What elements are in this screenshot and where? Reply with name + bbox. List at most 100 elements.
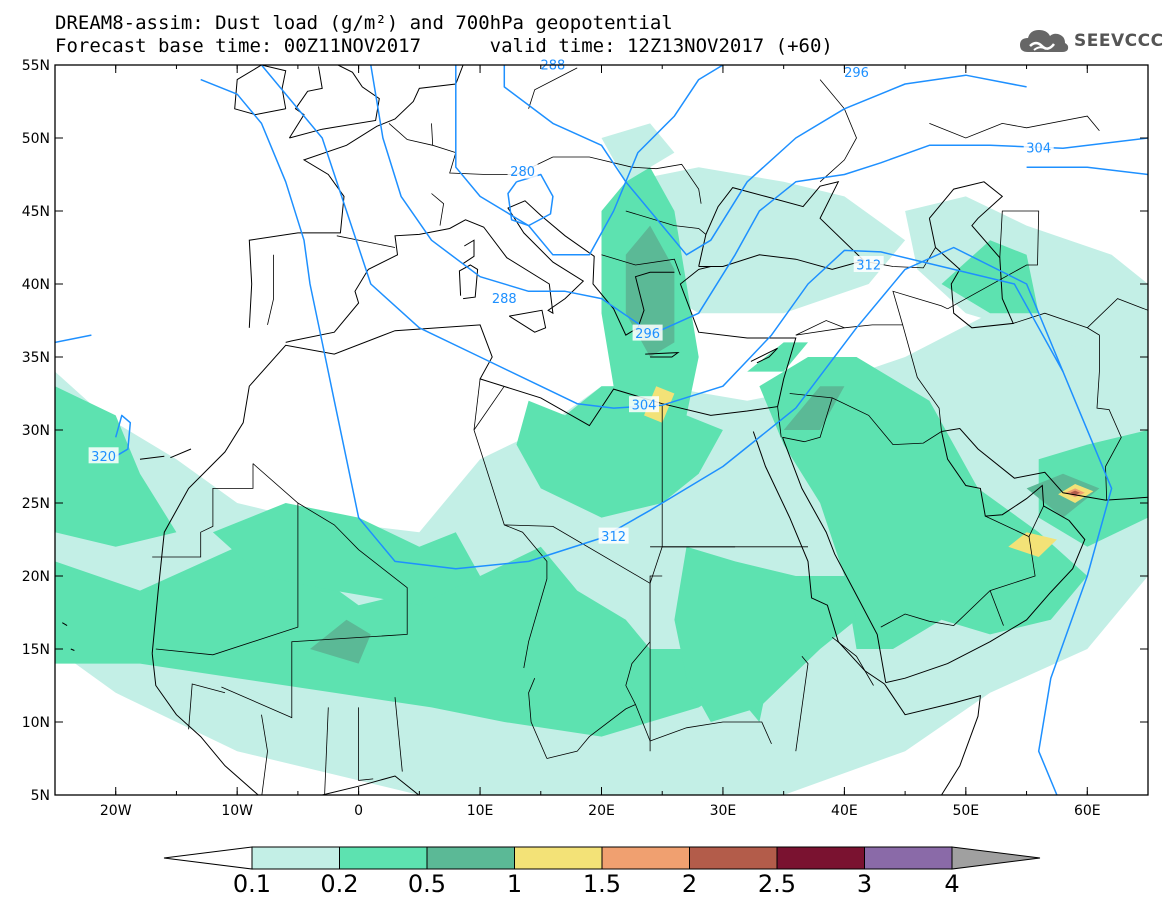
dust-region: [1070, 490, 1080, 495]
dust-region: [212, 503, 481, 606]
coastline: [70, 648, 75, 651]
coastline: [928, 181, 1014, 329]
contour-label: 288: [540, 59, 565, 74]
colorbar-level-label: 2.5: [758, 870, 796, 898]
colorbar-swatch: [864, 846, 953, 870]
lat-tick-label: 10N: [22, 715, 50, 731]
lat-tick-label: 20N: [22, 569, 50, 585]
colorbar-level-label: 1: [507, 870, 522, 898]
country-border: [552, 156, 702, 204]
dust-region: [759, 357, 1088, 649]
geopotential-contour: [114, 414, 132, 457]
country-border: [388, 123, 433, 146]
contour-label: 296: [844, 66, 869, 81]
coastline: [750, 347, 778, 364]
country-border: [221, 463, 408, 719]
lon-tick-label: 0: [354, 803, 363, 819]
contour-label-bg: [489, 289, 520, 306]
logo-text: SEEVCCC: [1074, 31, 1164, 51]
contour-label: 280: [510, 165, 535, 180]
colorbar-level-label: 0.2: [320, 870, 358, 898]
colorbar-level-label: 1.5: [583, 870, 621, 898]
country-border: [267, 254, 274, 325]
lon-tick-label: 40E: [831, 803, 858, 819]
country-border: [1028, 505, 1044, 537]
coastline: [288, 66, 323, 139]
contour-label-bg: [1023, 139, 1054, 156]
coastline: [885, 427, 1148, 684]
contour-label: 320: [91, 450, 116, 465]
contour-label: 304: [1026, 142, 1051, 157]
contour-label-bg: [629, 396, 659, 413]
country-border: [473, 378, 481, 431]
coastline: [62, 622, 68, 627]
contour-label-bg: [537, 56, 568, 72]
country-border: [358, 707, 374, 781]
lon-tick-label: 20E: [588, 803, 615, 819]
country-border: [336, 235, 396, 248]
coastline: [752, 431, 885, 685]
lat-tick-label: 30N: [22, 423, 50, 439]
country-border: [152, 463, 254, 558]
dust-region: [55, 386, 177, 547]
contour-label-bg: [88, 447, 119, 464]
lon-tick-label: 60E: [1074, 803, 1101, 819]
colorbar-level-label: 4: [944, 870, 959, 898]
dust-region: [783, 386, 845, 430]
lat-tick-label: 40N: [22, 277, 50, 293]
country-border: [1013, 312, 1122, 501]
coastline: [234, 65, 287, 116]
country-border: [473, 385, 505, 431]
contour-label: 288: [492, 292, 517, 307]
country-border: [188, 683, 226, 730]
country-border: [929, 115, 1100, 139]
colorbar-level-label: 0.1: [233, 870, 271, 898]
colorbar-swatch: [689, 846, 778, 870]
country-border: [155, 503, 299, 656]
map-title: DREAM8-assim: Dust load (g/m²) and 700hP…: [55, 12, 673, 34]
country-border: [831, 636, 874, 686]
contour-label: 312: [601, 530, 626, 545]
colorbar-swatch: [776, 846, 865, 870]
seevccc-logo: SEEVCCC: [1018, 26, 1164, 56]
lat-tick-label: 35N: [22, 350, 50, 366]
lat-tick-label: 45N: [22, 204, 50, 220]
contour-label-bg: [507, 162, 538, 179]
lat-tick-label: 25N: [22, 496, 50, 512]
country-border: [431, 193, 445, 226]
country-border: [601, 254, 681, 276]
axis-ticks: 20W 10W 0 10E 20E 30E 40E 50E 60E 55N 50N 45N 40N 35N…: [22, 58, 1149, 819]
geopotential-contour: [1026, 166, 1148, 176]
country-border: [880, 515, 1036, 628]
colorbar-over-arrow: [951, 846, 1041, 870]
dust-region: [644, 386, 675, 423]
contour-label: 296: [635, 327, 660, 342]
colorbar-swatch: [426, 846, 515, 870]
country-border: [989, 590, 1004, 626]
coastlines-borders: [62, 65, 1148, 795]
lon-tick-label: 10E: [467, 803, 494, 819]
country-border: [649, 575, 663, 752]
country-border: [795, 320, 845, 336]
coastline: [285, 200, 675, 343]
coastline: [462, 239, 475, 265]
coastline: [151, 266, 797, 654]
colorbar-swatch: [251, 846, 340, 870]
country-border: [795, 656, 809, 752]
dust-region: [310, 619, 371, 664]
country-border: [947, 210, 1040, 310]
geopotential-contour: [455, 65, 724, 256]
dust-region: [1008, 532, 1057, 557]
contour-labels: 288 296 304 280 288 312 296 304 312 320: [88, 56, 1054, 545]
lon-tick-label: 10W: [221, 803, 253, 819]
contour-label-bg: [853, 256, 884, 272]
colorbar: 0.1 0.2 0.5 1 1.5 2 2.5 3 4: [163, 846, 1041, 898]
coastline: [170, 448, 192, 459]
forecast-time-line: Forecast base time: 00Z11NOV2017 valid t…: [55, 35, 833, 57]
colorbar-swatch: [514, 846, 603, 870]
colorbar-level-label: 2: [682, 870, 697, 898]
dust-region: [941, 240, 1039, 314]
coastline: [151, 653, 420, 795]
country-border: [473, 429, 548, 669]
